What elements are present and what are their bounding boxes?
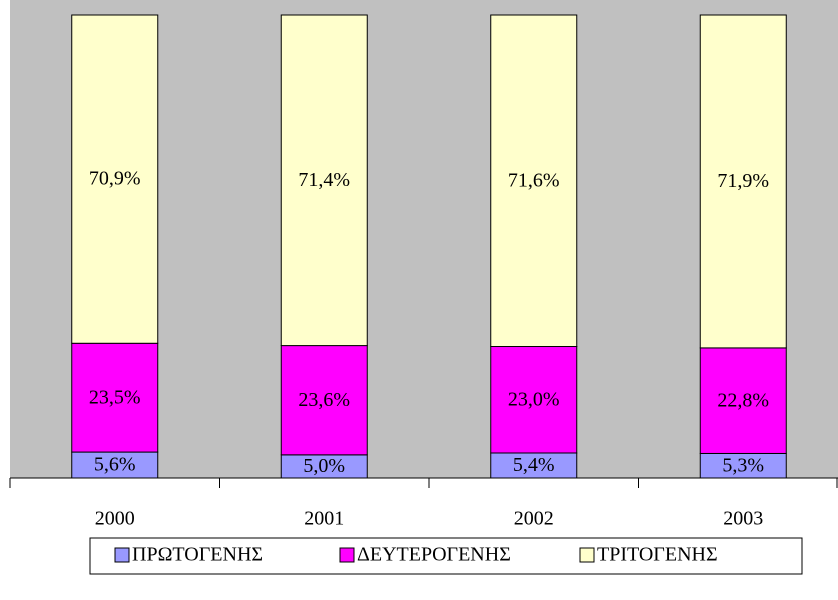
data-label: 22,8%: [717, 389, 769, 411]
data-label: 23,6%: [298, 389, 350, 411]
x-tick-label: 2003: [723, 508, 763, 530]
bar-segment: [490, 346, 578, 454]
bar-segment: [699, 14, 787, 349]
data-label: 5,0%: [303, 455, 345, 477]
bar-segment: [71, 342, 159, 453]
legend-swatch: [339, 547, 355, 563]
bar-segment: [490, 452, 578, 479]
bar-segment: [280, 14, 368, 347]
legend-swatch: [114, 547, 130, 563]
bar-segment: [699, 347, 787, 454]
x-tick-label: 2002: [514, 508, 554, 530]
legend-label: ΠΡΩΤΟΓΕΝΗΣ: [132, 544, 263, 566]
data-label: 23,5%: [89, 386, 141, 408]
bar-segment: [490, 14, 578, 348]
data-label: 5,4%: [513, 454, 555, 476]
legend-label: ΤΡΙΤΟΓΕΝΗΣ: [597, 544, 718, 566]
data-label: 23,0%: [508, 388, 560, 410]
bar-segment: [71, 14, 159, 344]
legend-box: [89, 537, 803, 575]
legend-label: ΔΕΥΤΕΡΟΓΕΝΗΣ: [357, 544, 511, 566]
data-label: 71,9%: [717, 170, 769, 192]
data-label: 5,3%: [722, 454, 764, 476]
data-label: 70,9%: [89, 168, 141, 190]
legend-swatch: [579, 547, 595, 563]
x-tick-label: 2000: [95, 508, 135, 530]
data-label: 71,4%: [298, 169, 350, 191]
data-label: 5,6%: [94, 454, 136, 476]
data-label: 71,6%: [508, 169, 560, 191]
x-tick-label: 2001: [304, 508, 344, 530]
